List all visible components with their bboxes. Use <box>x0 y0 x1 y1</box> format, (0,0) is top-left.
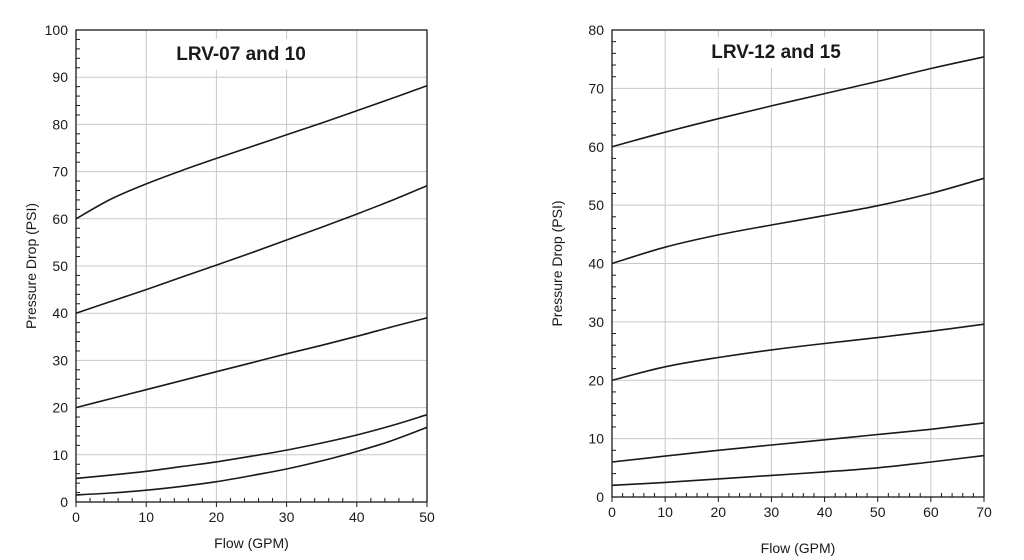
y-tick-label: 10 <box>588 431 604 447</box>
chart-lrv-12-15: LRV-12 and 15 0 10 20 30 40 50 60 70 0 10 20 30 40 50 6… <box>549 22 992 556</box>
y-tick-labels: 0 10 20 30 40 50 60 70 80 90 100 <box>45 22 69 510</box>
chart-title: LRV-07 and 10 <box>176 44 306 65</box>
y-tick-label: 80 <box>588 22 604 38</box>
x-tick-label: 30 <box>279 509 295 525</box>
y-tick-label: 10 <box>52 447 68 463</box>
y-tick-label: 100 <box>45 22 69 38</box>
y-tick-label: 90 <box>52 69 68 85</box>
y-tick-label: 40 <box>52 305 68 321</box>
minor-ticks <box>76 38 414 502</box>
chart-title: LRV-12 and 15 <box>711 42 841 63</box>
series-line-4 <box>611 422 985 463</box>
series-line-5 <box>611 454 985 487</box>
minor-ticks <box>612 41 974 497</box>
y-axis-label: Pressure Drop (PSI) <box>549 200 565 326</box>
x-tick-label: 50 <box>870 504 886 520</box>
x-axis-label: Flow (GPM) <box>214 535 289 551</box>
series-line-3 <box>75 317 428 409</box>
x-tick-label: 10 <box>138 509 154 525</box>
series-line-4 <box>75 413 428 480</box>
y-tick-label: 0 <box>60 494 68 510</box>
y-tick-label: 20 <box>588 372 604 388</box>
title-background <box>167 39 315 70</box>
x-tick-labels: 0 10 20 30 40 50 <box>72 502 435 525</box>
series-line-1 <box>611 56 985 148</box>
series-lines <box>75 84 428 496</box>
y-tick-label: 50 <box>588 197 604 213</box>
y-tick-label: 0 <box>596 489 604 505</box>
x-tick-label: 0 <box>72 509 80 525</box>
x-tick-label: 40 <box>349 509 365 525</box>
series-line-2 <box>611 177 985 265</box>
y-tick-label: 70 <box>588 80 604 96</box>
x-tick-label: 40 <box>817 504 833 520</box>
y-tick-label: 60 <box>588 139 604 155</box>
y-tick-label: 50 <box>52 258 68 274</box>
y-axis-label: Pressure Drop (PSI) <box>23 203 39 329</box>
x-tick-label: 30 <box>764 504 780 520</box>
series-line-1 <box>75 84 428 220</box>
y-tick-label: 30 <box>52 352 68 368</box>
x-tick-label: 70 <box>976 504 992 520</box>
series-line-3 <box>611 323 985 382</box>
x-tick-label: 20 <box>209 509 225 525</box>
x-tick-label: 20 <box>710 504 726 520</box>
series-line-5 <box>75 426 428 496</box>
y-tick-label: 30 <box>588 314 604 330</box>
gridlines <box>612 30 984 497</box>
plot-frame <box>75 29 428 503</box>
series-lines <box>611 56 985 487</box>
gridlines <box>76 30 427 502</box>
y-tick-labels: 0 10 20 30 40 50 60 70 80 <box>588 22 604 505</box>
title-background <box>702 37 851 68</box>
y-tick-label: 80 <box>52 116 68 132</box>
y-tick-label: 20 <box>52 400 68 416</box>
chart-lrv-07-10: LRV-07 and 10 0 10 20 30 40 50 0 10 20 30 40 50 60 70 8… <box>23 22 435 551</box>
y-tick-label: 40 <box>588 256 604 272</box>
series-line-2 <box>75 185 428 314</box>
y-tick-label: 70 <box>52 164 68 180</box>
x-axis-label: Flow (GPM) <box>761 540 836 556</box>
x-tick-label: 10 <box>657 504 673 520</box>
plot-frame <box>611 29 985 498</box>
y-tick-label: 60 <box>52 211 68 227</box>
x-tick-label: 50 <box>419 509 435 525</box>
x-tick-label: 60 <box>923 504 939 520</box>
x-tick-labels: 0 10 20 30 40 50 60 70 <box>608 497 992 520</box>
x-tick-label: 0 <box>608 504 616 520</box>
